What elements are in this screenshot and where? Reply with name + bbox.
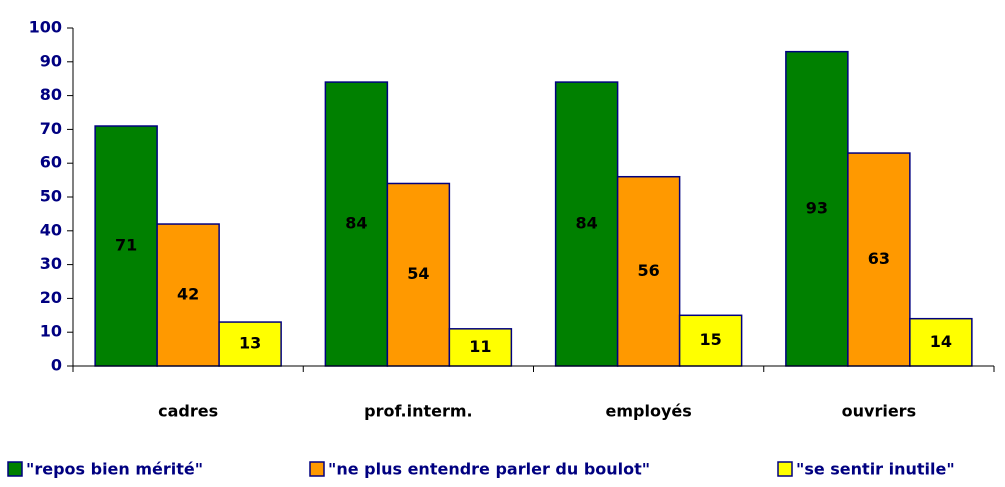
y-tick-label: 40 — [40, 220, 62, 239]
bar — [678, 314, 743, 367]
legend-swatch — [309, 461, 325, 477]
bar — [324, 81, 389, 367]
bar — [156, 223, 220, 367]
legend-label: "repos bien mérité" — [26, 460, 203, 479]
x-tick-label: cadres — [158, 402, 218, 421]
bar — [847, 152, 911, 367]
data-label: 56 — [637, 261, 659, 280]
data-label: 15 — [699, 330, 721, 349]
bar — [909, 317, 973, 367]
legend-swatch — [777, 461, 793, 477]
data-label: 13 — [239, 334, 261, 353]
bar — [785, 50, 849, 367]
data-label: 42 — [177, 285, 199, 304]
y-tick-label: 10 — [40, 322, 62, 341]
data-label: 54 — [407, 264, 429, 283]
data-label: 84 — [575, 214, 597, 233]
data-label: 71 — [115, 236, 137, 255]
y-tick-label: 90 — [40, 51, 62, 70]
legend-swatch — [7, 461, 23, 477]
data-label: 84 — [345, 214, 367, 233]
bar — [94, 125, 158, 367]
x-tick-label: prof.interm. — [364, 402, 473, 421]
y-tick-label: 60 — [40, 153, 62, 172]
y-tick-label: 100 — [29, 18, 62, 37]
data-label: 63 — [868, 249, 890, 268]
bar — [448, 328, 513, 367]
y-tick-label: 80 — [40, 85, 62, 104]
bar — [386, 182, 451, 367]
legend-label: "se sentir inutile" — [796, 460, 955, 479]
bar — [554, 81, 619, 367]
x-tick-label: ouvriers — [842, 402, 916, 421]
x-tick-label: employés — [605, 402, 691, 421]
y-tick-label: 50 — [40, 187, 62, 206]
data-label: 14 — [930, 332, 952, 351]
legend-label: "ne plus entendre parler du boulot" — [328, 460, 650, 479]
y-tick-label: 30 — [40, 254, 62, 273]
bar — [616, 175, 681, 367]
data-label: 93 — [806, 198, 828, 217]
bar — [218, 321, 282, 367]
y-tick-label: 20 — [40, 288, 62, 307]
y-tick-label: 0 — [51, 356, 62, 375]
data-label: 11 — [469, 337, 491, 356]
y-tick-label: 70 — [40, 119, 62, 138]
